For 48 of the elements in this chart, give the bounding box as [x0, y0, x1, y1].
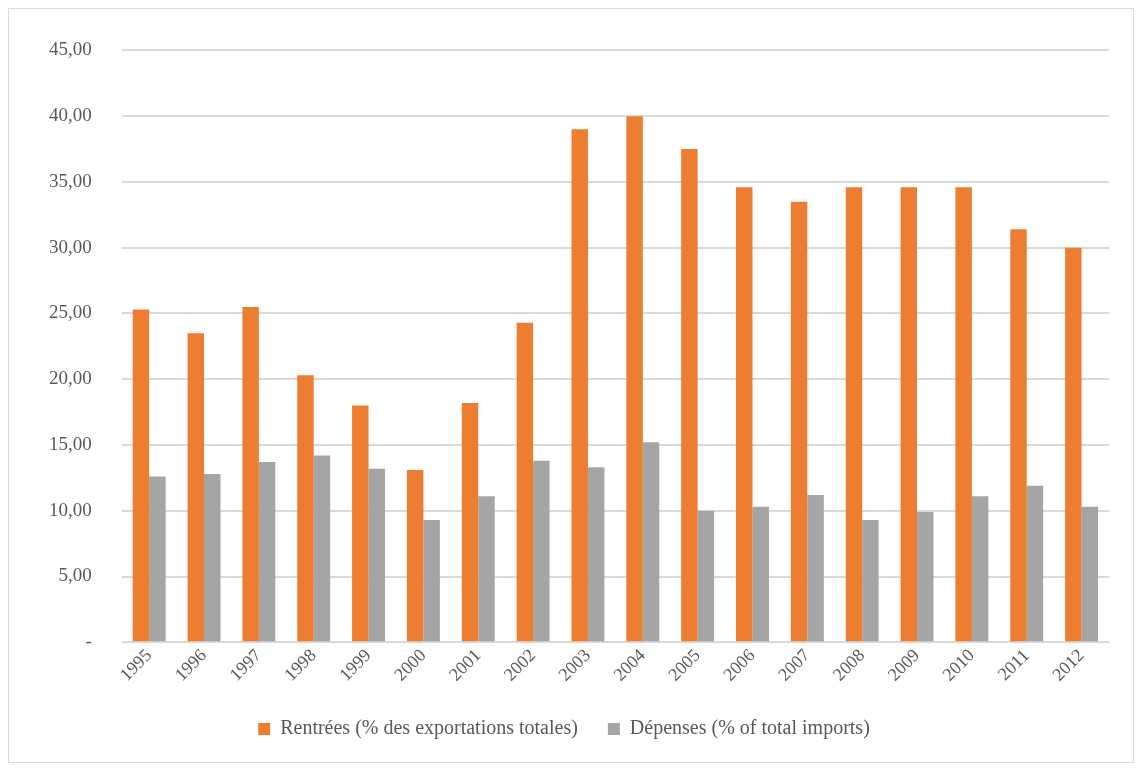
bar	[587, 467, 605, 642]
bar	[242, 306, 259, 642]
bar	[1026, 485, 1044, 642]
y-tick-label: 5,00	[58, 564, 92, 586]
y-tick-label: 20,00	[49, 367, 92, 389]
bar	[642, 442, 660, 642]
bar	[752, 506, 769, 642]
bar	[681, 149, 698, 642]
bar	[204, 473, 221, 642]
bar	[478, 496, 495, 642]
y-tick-label: 45,00	[49, 38, 92, 60]
bar	[862, 519, 879, 642]
bar	[1010, 229, 1027, 642]
legend-label: Dépenses (% of total imports)	[629, 716, 870, 740]
bar	[736, 187, 753, 642]
bar	[626, 116, 643, 642]
bar	[1065, 247, 1082, 642]
bar	[187, 333, 205, 642]
legend-label: Rentrées (% des exportations totales)	[280, 716, 578, 740]
bar	[790, 201, 808, 642]
y-tick-label: 15,00	[49, 432, 92, 454]
bar	[368, 468, 386, 642]
y-tick-label: -	[85, 630, 92, 652]
bar	[807, 494, 824, 642]
bar	[845, 187, 863, 642]
bar	[149, 476, 166, 642]
y-tick-label: 40,00	[49, 104, 92, 126]
bar	[258, 462, 276, 642]
bar	[406, 469, 424, 642]
bar	[423, 519, 440, 642]
bar	[516, 322, 534, 642]
y-tick-label: 35,00	[49, 169, 92, 191]
bar	[1081, 506, 1099, 642]
bar	[297, 375, 314, 642]
y-tick-label: 30,00	[49, 235, 92, 257]
bar	[697, 510, 715, 642]
bar	[313, 455, 331, 642]
bar	[971, 496, 989, 642]
y-tick-label: 25,00	[49, 301, 92, 323]
bar	[917, 512, 934, 642]
bar	[461, 402, 479, 642]
bar	[900, 187, 918, 642]
bar	[571, 129, 588, 642]
bar	[132, 309, 150, 642]
y-tick-label: 10,00	[49, 498, 92, 520]
bar	[533, 460, 550, 642]
bar	[955, 187, 972, 642]
bar	[352, 405, 369, 642]
